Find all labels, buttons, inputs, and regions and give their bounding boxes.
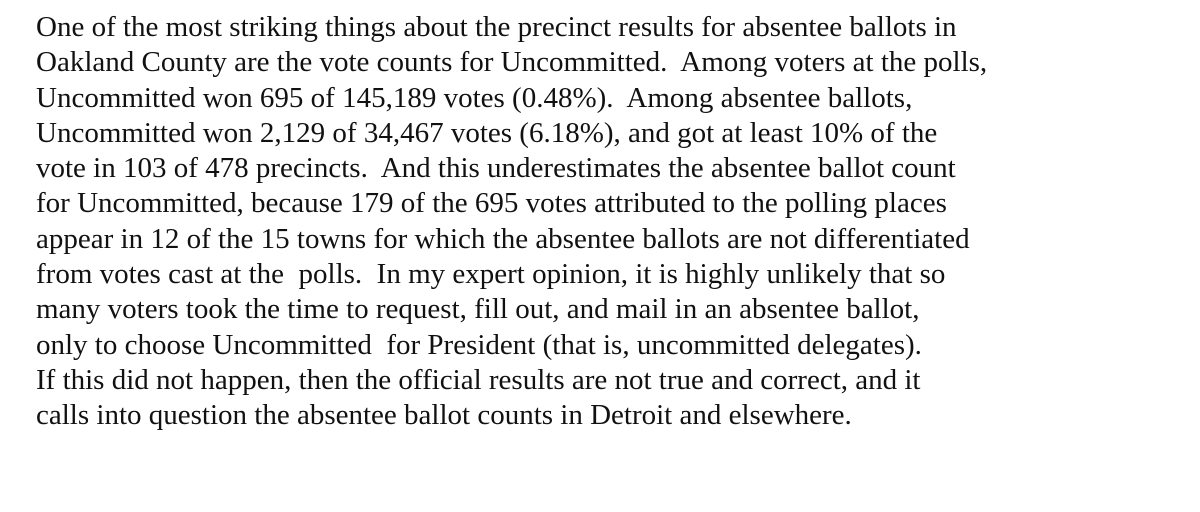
document-paragraph: One of the most striking things about th… <box>36 10 1186 434</box>
text-line-10: only to choose Uncommitted for President… <box>36 328 922 361</box>
text-line-3: Uncommitted won 695 of 145,189 votes (0.… <box>36 81 913 114</box>
text-line-11: If this did not happen, then the officia… <box>36 363 921 396</box>
text-line-12: calls into question the absentee ballot … <box>36 399 852 432</box>
text-line-1: One of the most striking things about th… <box>36 11 957 43</box>
text-line-2: Oakland County are the vote counts for U… <box>36 46 988 79</box>
text-line-6: for Uncommitted, because 179 of the 695 … <box>36 187 947 220</box>
text-line-5: vote in 103 of 478 precincts. And this u… <box>36 152 956 185</box>
text-line-7: appear in 12 of the 15 towns for which t… <box>36 222 970 255</box>
text-line-9: many voters took the time to request, fi… <box>36 293 920 326</box>
text-line-4: Uncommitted won 2,129 of 34,467 votes (6… <box>36 116 938 149</box>
text-line-8: from votes cast at the polls. In my expe… <box>36 258 946 291</box>
